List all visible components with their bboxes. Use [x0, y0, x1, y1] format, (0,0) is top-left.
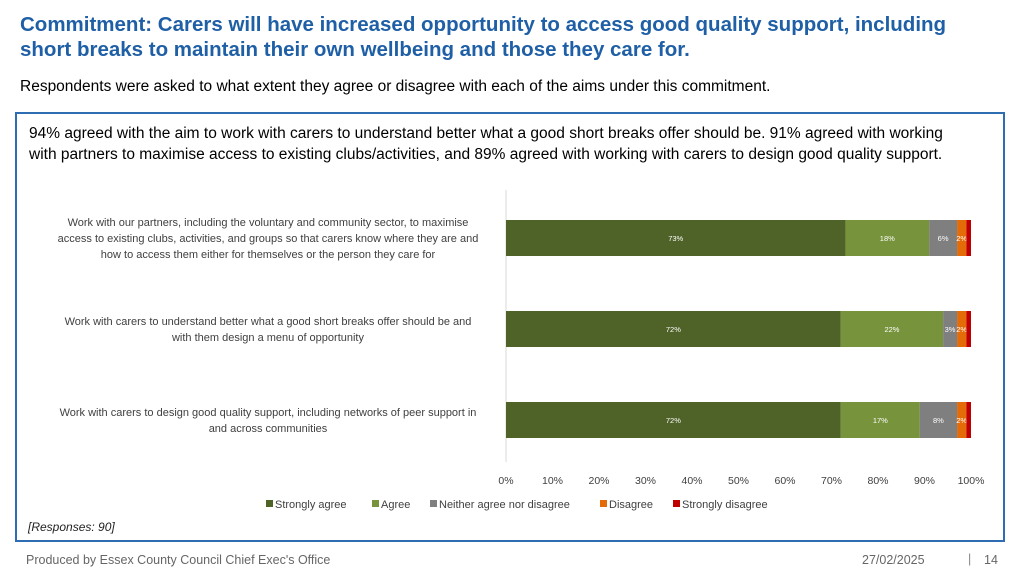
x-tick-label: 50%: [728, 475, 749, 487]
data-label: 17%: [873, 416, 888, 425]
legend-item: Strongly agree: [275, 499, 347, 511]
bar-segment-neither-agree-nor-disagree-2: [943, 311, 958, 347]
data-label: 8%: [933, 416, 944, 425]
x-tick-label: 30%: [635, 475, 656, 487]
bar-segment-strongly-agree-2: [506, 311, 841, 347]
responses-note: [Responses: 90]: [28, 520, 115, 534]
category-label: Work with carers to design good quality …: [60, 407, 477, 419]
bar-segment-strongly-disagree-3: [966, 402, 971, 438]
category-label: with them design a menu of opportunity: [171, 332, 365, 344]
data-label: 73%: [668, 234, 683, 243]
footer-page-number: 14: [984, 553, 998, 567]
x-tick-label: 70%: [821, 475, 842, 487]
legend-swatch: [673, 500, 680, 507]
bar-segment-neither-agree-nor-disagree-1: [929, 220, 958, 256]
footer-date: 27/02/2025: [862, 553, 925, 567]
data-label: 2%: [956, 416, 967, 425]
bar-segment-strongly-disagree-2: [966, 311, 971, 347]
legend-item: Strongly disagree: [682, 499, 768, 511]
x-tick-label: 80%: [867, 475, 888, 487]
page-title: Commitment: Carers will have increased o…: [20, 13, 947, 61]
category-label: and across communities: [209, 423, 328, 435]
bar-segment-disagree-2: [957, 311, 967, 347]
x-tick-label: 40%: [681, 475, 702, 487]
chart-panel: 94% agreed with the aim to work with car…: [15, 112, 1005, 542]
data-label: 18%: [880, 234, 895, 243]
legend-item: Agree: [381, 499, 410, 511]
x-tick-label: 90%: [914, 475, 935, 487]
data-label: 72%: [666, 325, 681, 334]
category-label: how to access them either for themselves…: [101, 249, 436, 261]
x-tick-label: 100%: [958, 475, 985, 487]
legend-swatch: [600, 500, 607, 507]
category-label: access to existing clubs, activities, an…: [58, 233, 479, 245]
bar-segment-agree-3: [840, 402, 920, 438]
data-label: 72%: [666, 416, 681, 425]
legend-swatch: [430, 500, 437, 507]
legend-item: Disagree: [609, 499, 653, 511]
bar-segment-neither-agree-nor-disagree-3: [919, 402, 958, 438]
x-tick-label: 20%: [588, 475, 609, 487]
bar-segment-agree-2: [840, 311, 944, 347]
data-label: 2%: [956, 325, 967, 334]
x-tick-label: 10%: [542, 475, 563, 487]
bar-segment-disagree-1: [957, 220, 967, 256]
bar-segment-strongly-agree-3: [506, 402, 841, 438]
summary-text: 94% agreed with the aim to work with car…: [29, 125, 943, 163]
bar-segment-disagree-3: [957, 402, 967, 438]
data-label: 22%: [884, 325, 899, 334]
x-tick-label: 60%: [774, 475, 795, 487]
bar-segment-strongly-disagree-1: [966, 220, 971, 256]
legend-item: Neither agree nor disagree: [439, 499, 570, 511]
legend-swatch: [372, 500, 379, 507]
category-label: Work with carers to understand better wh…: [65, 316, 472, 328]
footer-producer: Produced by Essex County Council Chief E…: [26, 553, 331, 567]
page-subtitle: Respondents were asked to what extent th…: [20, 78, 771, 95]
data-label: 3%: [945, 325, 956, 334]
data-label: 6%: [938, 234, 949, 243]
bar-segment-agree-1: [845, 220, 930, 256]
category-label: Work with our partners, including the vo…: [68, 217, 469, 229]
data-label: 2%: [956, 234, 967, 243]
bar-segment-strongly-agree-1: [506, 220, 846, 256]
x-tick-label: 0%: [498, 475, 513, 487]
footer-separator: |: [968, 552, 972, 566]
legend-swatch: [266, 500, 273, 507]
